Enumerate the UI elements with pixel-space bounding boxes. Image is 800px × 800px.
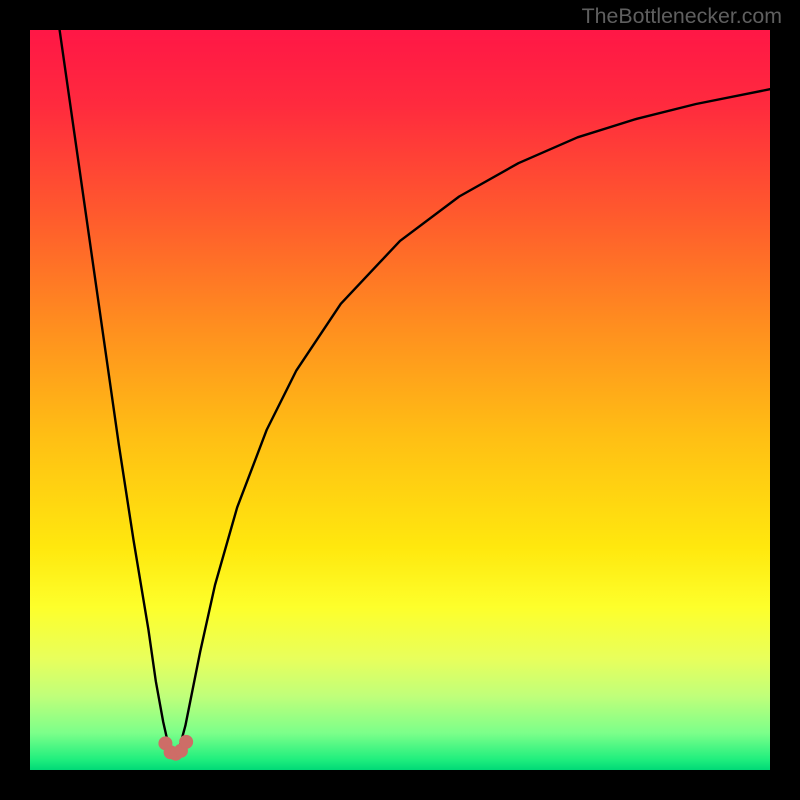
watermark-text: TheBottlenecker.com [582,4,782,29]
sweet-spot-dot [180,735,193,748]
bottleneck-chart [0,0,800,800]
chart-stage: TheBottlenecker.com [0,0,800,800]
plot-gradient-background [30,30,770,770]
